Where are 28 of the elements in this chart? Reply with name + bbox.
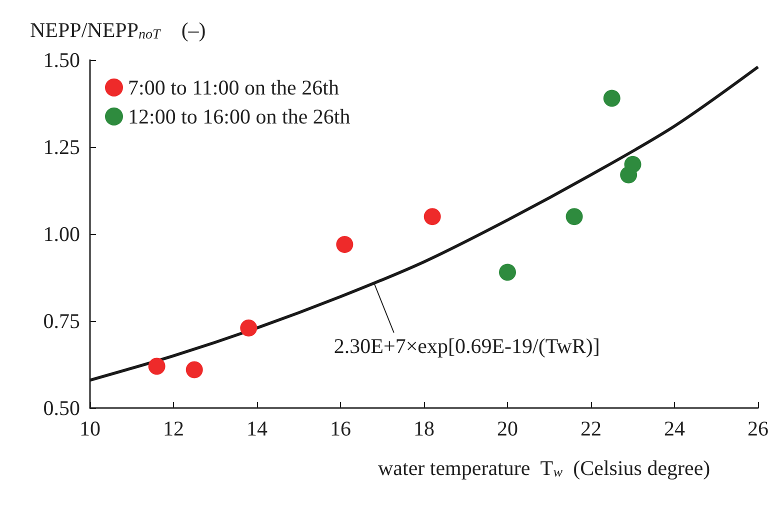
point (603, 90, 620, 107)
y-tick-label: 1.00 (43, 222, 80, 246)
legend-label: 12:00 to 16:00 on the 26th (128, 104, 351, 128)
point (499, 264, 516, 281)
x-axis-title: water temperature Tw (Celsius degree) (378, 456, 710, 480)
x-tick-label: 20 (497, 416, 518, 440)
x-tick-label: 18 (414, 416, 434, 440)
point (624, 156, 642, 173)
y-tick-label: 1.25 (43, 135, 80, 159)
x-tick-label: 26 (748, 416, 768, 440)
point (424, 208, 441, 226)
text: NEPP/NEPPnoT (–) (30, 18, 206, 42)
x-tick-label: 10 (80, 416, 100, 440)
x-tick-label: 12 (163, 416, 184, 440)
x-tick-label: 14 (246, 416, 268, 440)
y-tick-label: 0.75 (43, 309, 80, 333)
y-tick-label: 1.50 (43, 48, 80, 72)
annotation: 2.30E+7×exp[0.69E-19/(TwR)] (334, 334, 600, 358)
x-tick-label: 22 (580, 416, 602, 440)
x-tick-label: 24 (664, 416, 686, 440)
point (240, 319, 258, 336)
point (186, 361, 203, 378)
x-tick-label: 16 (330, 416, 351, 440)
point (148, 358, 166, 375)
y-tick-label: 0.50 (43, 396, 80, 420)
legend-label: 7:00 to 11:00 on the 26th (128, 76, 340, 100)
point (566, 208, 583, 226)
point (336, 236, 354, 253)
